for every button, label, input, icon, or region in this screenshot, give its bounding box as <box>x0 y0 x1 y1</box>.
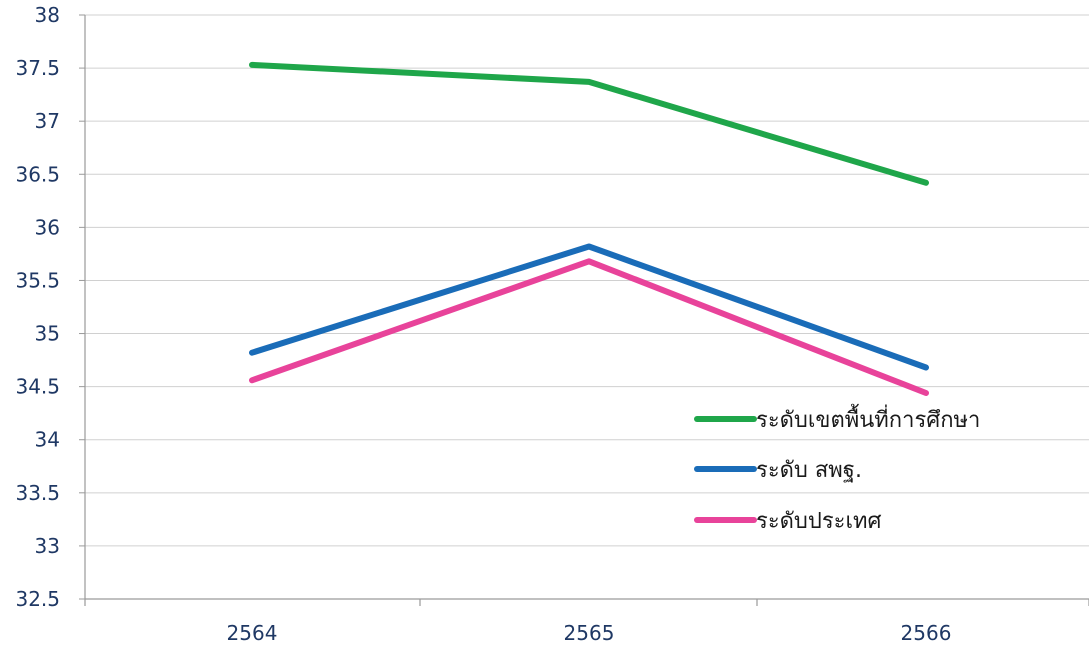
legend-label: ระดับประเทศ <box>756 509 882 534</box>
y-tick-labels: 32.5 33 33.5 34 34.5 35 35.5 36 36.5 37 37.5 38 <box>15 3 60 611</box>
y-tick-label: 36.5 <box>15 162 60 186</box>
y-tick-label: 37 <box>35 109 60 133</box>
data-point <box>923 390 929 396</box>
data-point <box>923 365 929 371</box>
data-point <box>586 258 592 264</box>
data-point <box>923 180 929 186</box>
y-tick-label: 34 <box>35 428 60 452</box>
x-tick-label: 2566 <box>901 621 952 645</box>
series-line-3 <box>249 258 929 396</box>
legend-label: ระดับเขตพื้นที่การศึกษา <box>756 404 980 433</box>
y-tick-label: 37.5 <box>15 56 60 80</box>
x-tick-label: 2565 <box>564 621 615 645</box>
series-line-2 <box>249 243 929 371</box>
y-tick-label: 32.5 <box>15 587 60 611</box>
data-point <box>586 243 592 249</box>
axes <box>79 14 1089 606</box>
legend-label: ระดับ สพฐ. <box>756 458 862 483</box>
y-tick-label: 34.5 <box>15 375 60 399</box>
data-point <box>249 377 255 383</box>
data-point <box>586 79 592 85</box>
y-tick-label: 35.5 <box>15 268 60 292</box>
y-tick-label: 33.5 <box>15 481 60 505</box>
x-tick-label: 2564 <box>227 621 278 645</box>
series-lines <box>249 61 929 396</box>
y-tick-label: 38 <box>35 3 60 27</box>
y-tick-label: 35 <box>35 322 60 346</box>
x-tick-labels: 2564 2565 2566 <box>227 621 952 645</box>
data-point <box>249 350 255 356</box>
y-tick-label: 36 <box>35 215 60 239</box>
grid-lines <box>85 14 1089 547</box>
data-point <box>249 62 255 68</box>
y-tick-label: 33 <box>35 534 60 558</box>
